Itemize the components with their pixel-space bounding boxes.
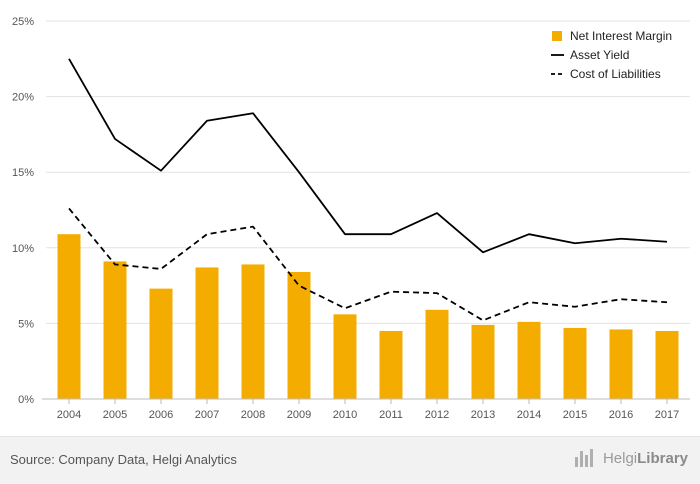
brand-name: HelgiLibrary xyxy=(603,450,688,467)
y-tick-label: 15% xyxy=(12,167,34,179)
footer: Source: Company Data, Helgi Analytics He… xyxy=(0,436,700,484)
x-tick-label: 2004 xyxy=(57,409,81,421)
library-icon xyxy=(575,449,597,467)
y-tick-label: 10% xyxy=(12,243,34,255)
bar-2017 xyxy=(656,331,679,399)
y-tick-label: 20% xyxy=(12,92,34,104)
x-tick-label: 2005 xyxy=(103,409,127,421)
x-tick-label: 2017 xyxy=(655,409,679,421)
x-tick-label: 2011 xyxy=(379,409,403,421)
x-tick-label: 2014 xyxy=(517,409,541,421)
x-tick-label: 2015 xyxy=(563,409,587,421)
x-tick-label: 2006 xyxy=(149,409,173,421)
bars xyxy=(58,234,679,399)
x-tick-label: 2016 xyxy=(609,409,633,421)
x-tick-label: 2007 xyxy=(195,409,219,421)
bar-2010 xyxy=(334,314,357,399)
legend-label: Net Interest Margin xyxy=(570,29,672,43)
bar-2014 xyxy=(518,322,541,399)
legend-label: Cost of Liabilities xyxy=(570,67,661,81)
x-tick-label: 2012 xyxy=(425,409,449,421)
bar-2012 xyxy=(426,310,449,399)
line-asset-yield xyxy=(69,59,667,253)
bar-2015 xyxy=(564,328,587,399)
bar-2011 xyxy=(380,331,403,399)
x-tick-label: 2009 xyxy=(287,409,311,421)
y-tick-label: 5% xyxy=(18,318,34,330)
x-tick-label: 2013 xyxy=(471,409,495,421)
bar-2005 xyxy=(104,261,127,399)
brand-logo: HelgiLibrary xyxy=(575,449,688,467)
y-tick-label: 25% xyxy=(12,16,34,28)
series-lines xyxy=(69,59,667,321)
bar-2004 xyxy=(58,234,81,399)
y-tick-label: 0% xyxy=(18,394,34,406)
legend-swatch xyxy=(552,31,562,41)
x-tick-label: 2010 xyxy=(333,409,357,421)
bar-2009 xyxy=(288,272,311,399)
source-text: Source: Company Data, Helgi Analytics xyxy=(10,452,237,467)
bar-2008 xyxy=(242,264,265,399)
bar-2006 xyxy=(150,289,173,399)
bar-2007 xyxy=(196,267,219,399)
bar-2013 xyxy=(472,325,495,399)
x-tick-label: 2008 xyxy=(241,409,265,421)
legend-label: Asset Yield xyxy=(570,48,629,62)
bar-2016 xyxy=(610,329,633,399)
legend: Net Interest Margin Asset Yield Cost of Li… xyxy=(551,29,672,81)
